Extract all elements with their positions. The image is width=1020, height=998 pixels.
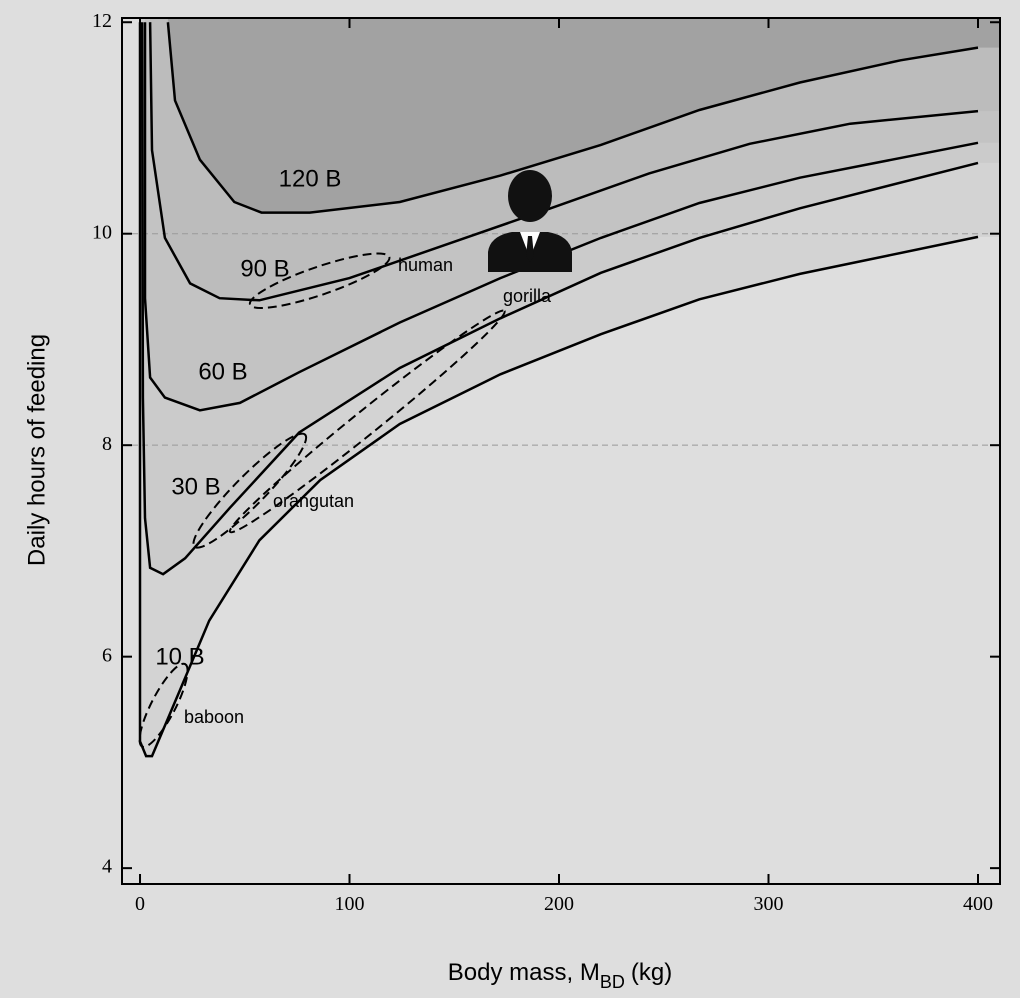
contour-line [148,22,979,302]
contour-label: 120 B [279,165,342,192]
region-label: orangutan [273,491,354,511]
region-ellipse [138,662,189,748]
x-tick-label: 0 [135,893,145,915]
contour-line [138,22,979,758]
lines [122,22,1000,758]
plot-frame [121,17,1001,885]
x-tick-label: 300 [754,893,784,915]
y-tick-label: 8 [102,433,112,455]
x-tick-label: 200 [544,893,574,915]
y-tick-label: 6 [102,644,112,666]
y-axis-title: Daily hours of feeding [23,334,50,566]
contour-fill [167,18,1000,213]
x-axis-title-sub: BD [600,972,625,992]
region-ellipse [192,432,308,549]
y-tick-label: 12 [92,10,112,32]
x-tick-label: 100 [335,893,365,915]
region-label: baboon [184,707,244,727]
region-label: human [398,255,453,275]
y-tick-label: 4 [102,856,112,878]
region-label: gorilla [503,286,552,306]
contour-line [143,22,979,412]
x-axis-title: Body mass, MBD (kg) [448,959,672,992]
fills [140,18,1000,757]
contour-label: 30 B [171,473,220,500]
contour-line [166,22,979,214]
region-ellipse [228,309,506,534]
x-axis-title-main: Body mass, M [448,959,600,986]
region-ellipse [248,252,391,309]
contour-label: 90 B [240,255,289,282]
contour-label: 10 B [155,643,204,670]
contour-line [140,22,979,576]
contour-label: 60 B [198,358,247,385]
x-axis-title-unit: (kg) [631,959,672,986]
person-icon [488,170,572,272]
x-tick-label: 400 [963,893,993,915]
y-tick-label: 10 [92,221,112,243]
